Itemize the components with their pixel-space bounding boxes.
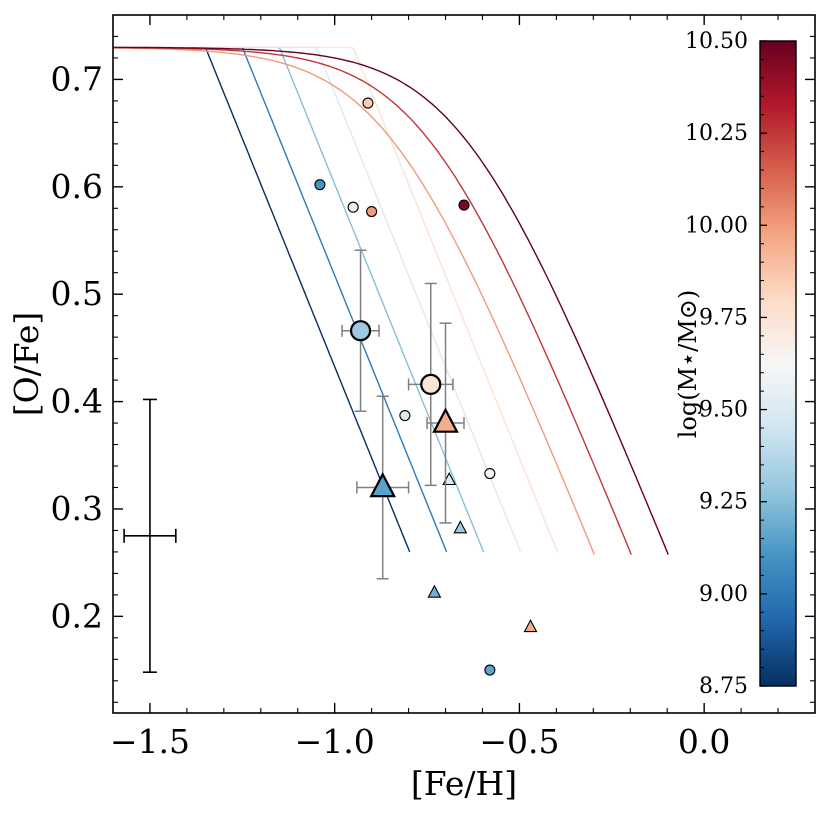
- y-tick-label: 0.6: [51, 167, 103, 206]
- colorbar-ticks: 8.75 9.00 9.25 9.50 9.75 10.00 10.25 10.50: [685, 29, 767, 699]
- x-tick-label: 0.0: [678, 722, 730, 761]
- colorbar-tick-label: 9.75: [699, 305, 748, 330]
- data-point-circle: [366, 205, 378, 218]
- data-point-triangle: [523, 619, 538, 633]
- data-point-circle: [349, 320, 372, 342]
- model-track-line: [113, 46, 448, 553]
- typical-error-bar: [123, 398, 177, 673]
- colorbar-tick-label: 9.00: [699, 582, 748, 607]
- x-tick-label: −1.0: [295, 722, 375, 761]
- data-point-circle: [484, 467, 496, 480]
- y-tick-label: 0.4: [51, 382, 103, 421]
- colorbar-label: log(M⋆/M⊙): [674, 290, 702, 439]
- data-point-triangle: [432, 407, 459, 433]
- colorbar: [759, 40, 797, 687]
- data-point-circle: [420, 373, 442, 396]
- data-point-circle: [484, 664, 496, 676]
- colorbar-tick-label: 8.75: [699, 674, 748, 699]
- data-point-circle: [362, 97, 374, 109]
- colorbar-tick-label: 9.50: [699, 398, 748, 423]
- data-point-triangle: [427, 584, 442, 598]
- data-point-circle: [314, 179, 326, 191]
- data-point-circle: [399, 409, 411, 422]
- data-point-triangle: [453, 520, 468, 534]
- data-point-circle: [458, 199, 470, 211]
- x-tick-label: −1.5: [110, 722, 190, 761]
- x-axis-label: [Fe/H]: [411, 764, 517, 803]
- y-axis-label: [O/Fe]: [7, 312, 46, 417]
- colorbar-tick-label: 9.25: [699, 490, 748, 515]
- colorbar-tick-label: 10.00: [685, 213, 748, 238]
- y-tick-label: 0.7: [51, 59, 103, 98]
- model-track-line: [113, 47, 596, 555]
- x-tick-label: −0.5: [479, 722, 559, 761]
- colorbar-tick-label: 10.25: [685, 121, 748, 146]
- colorbar-tick-label: 10.50: [685, 29, 748, 54]
- data-point-triangle: [369, 471, 397, 498]
- axis-ticks: −1.5 −1.0 −0.5 0.0 0.2 0.3 0.4 0.5 0.6 0.7: [51, 15, 816, 761]
- model-track-line: [113, 46, 522, 553]
- model-track-line: [113, 46, 485, 553]
- y-tick-label: 0.3: [51, 489, 103, 528]
- y-tick-label: 0.2: [51, 596, 103, 635]
- data-points: [314, 97, 538, 676]
- model-track-line: [113, 46, 669, 555]
- model-tracks: [113, 46, 669, 555]
- y-tick-label: 0.5: [51, 274, 103, 313]
- data-point-circle: [347, 201, 359, 213]
- model-track-line: [113, 46, 411, 553]
- model-track-line: [113, 46, 632, 555]
- plot-frame: [112, 14, 816, 714]
